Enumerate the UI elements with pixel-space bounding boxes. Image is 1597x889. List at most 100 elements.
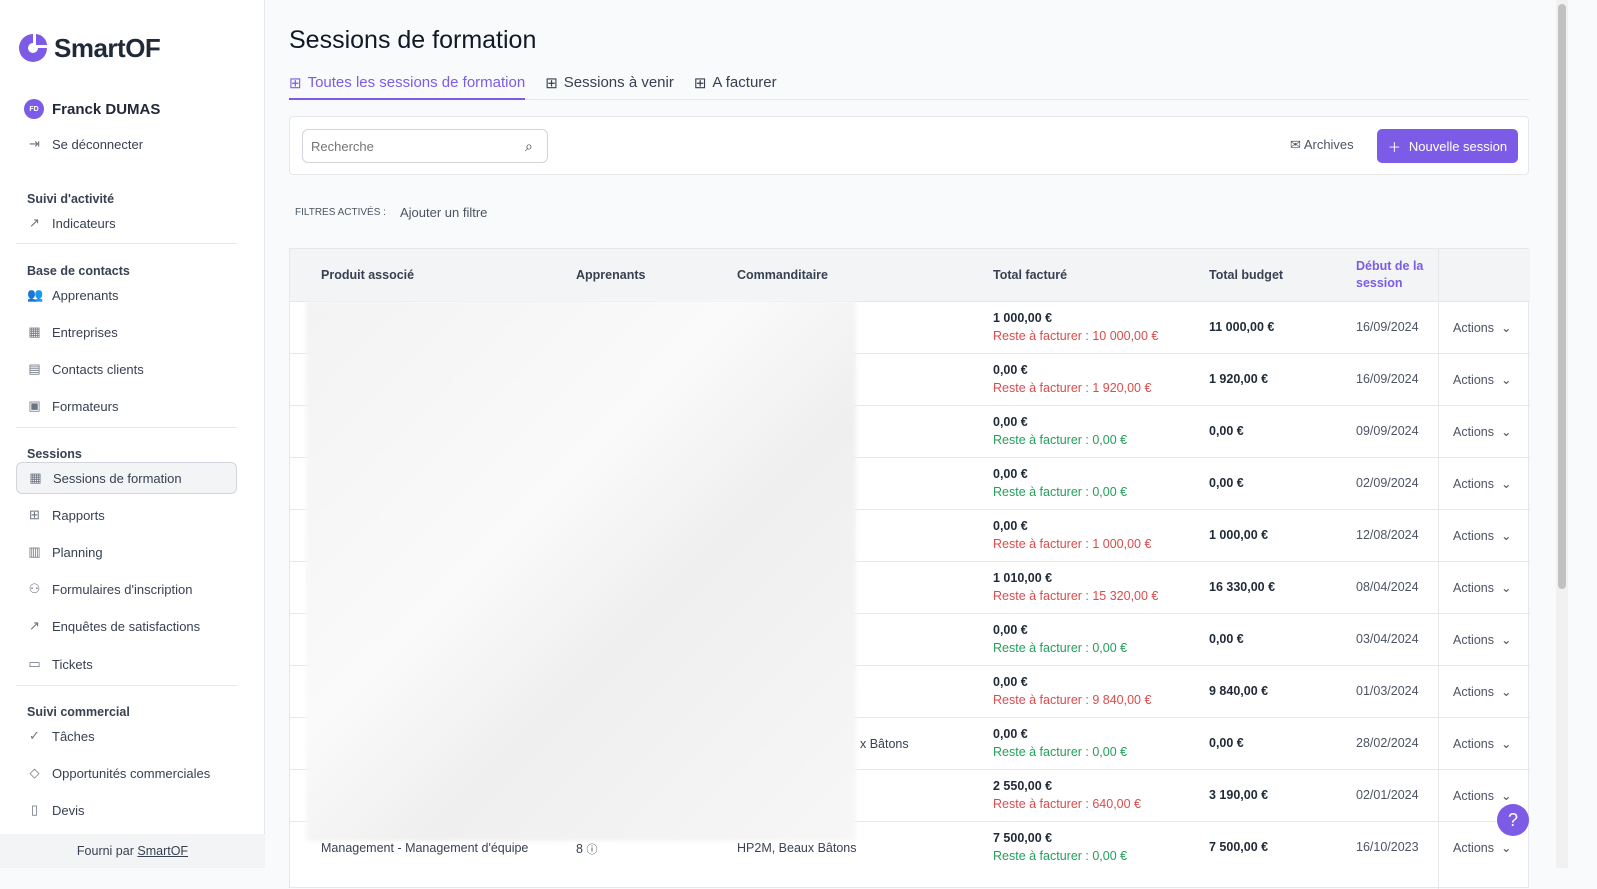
info-icon[interactable]: ⓘ (586, 844, 598, 856)
sidebar-item-opportunites-commerciales[interactable]: ◇ Opportunités commerciales (16, 757, 237, 789)
tab-all-sessions[interactable]: ⊞ Toutes les sessions de formation (289, 74, 526, 100)
table-row[interactable]: 2 550,00 € Reste à facturer : 640,00 € 3… (290, 769, 1530, 821)
sidebar-item-label: Tâches (52, 728, 95, 744)
sidebar-item-label: Devis (52, 802, 85, 818)
actions-dropdown[interactable]: Actions ⌄ (1453, 840, 1511, 855)
billed-amount: 0,00 € (993, 675, 1028, 689)
actions-dropdown[interactable]: Actions ⌄ (1453, 788, 1511, 803)
sidebar-item-sessions-de-formation[interactable]: ▦ Sessions de formation (16, 462, 237, 494)
logout-icon: ⇥ (29, 136, 40, 151)
new-session-button[interactable]: ＋ Nouvelle session (1377, 129, 1518, 163)
table-header: Produit associé Apprenants Commanditaire… (290, 249, 1530, 301)
search-input[interactable] (302, 129, 548, 163)
billed-amount: 0,00 € (993, 727, 1028, 741)
sidebar: SmartOF FD Franck DUMAS ⇥ Se déconnecter … (0, 0, 265, 868)
col-sponsor[interactable]: Commanditaire (737, 268, 828, 282)
remaining-amount: Reste à facturer : 15 320,00 € (993, 589, 1159, 603)
user-add-icon: ⚇ (28, 581, 41, 596)
user-name: Franck DUMAS (52, 100, 161, 118)
actions-dropdown[interactable]: Actions ⌄ (1453, 684, 1511, 699)
sidebar-item-tickets[interactable]: ▭ Tickets (16, 648, 237, 680)
sidebar-item-apprenants[interactable]: 👥 Apprenants (16, 279, 237, 311)
sponsor-cell: x Bâtons (860, 737, 909, 751)
sessions-table: Produit associé Apprenants Commanditaire… (289, 248, 1530, 889)
table-row[interactable]: 0,00 € Reste à facturer : 0,00 € 0,00 € … (290, 613, 1530, 665)
remaining-amount: Reste à facturer : 1 000,00 € (993, 537, 1152, 551)
footer-link[interactable]: SmartOF (137, 844, 189, 858)
budget-cell: 1 000,00 € (1209, 528, 1269, 542)
add-filter-button[interactable]: Ajouter un filtre (399, 205, 488, 220)
sidebar-item-rapports[interactable]: ⊞ Rapports (16, 499, 237, 531)
actions-dropdown[interactable]: Actions ⌄ (1453, 320, 1511, 335)
table-row[interactable]: 1 010,00 € Reste à facturer : 15 320,00 … (290, 561, 1530, 613)
sidebar-item-enquetes-de-satisfactions[interactable]: ↗ Enquêtes de satisfactions (16, 610, 237, 642)
archives-button[interactable]: ✉ Archives (1290, 137, 1354, 153)
logo[interactable]: SmartOF (16, 31, 161, 65)
sidebar-item-entreprises[interactable]: ▦ Entreprises (16, 316, 237, 348)
tab-to-invoice[interactable]: ⊞ A facturer (694, 74, 777, 100)
table-icon: ⊞ (693, 75, 707, 92)
actions-label: Actions (1453, 633, 1494, 647)
col-learners[interactable]: Apprenants (576, 268, 646, 282)
sidebar-item-label: Apprenants (52, 287, 119, 303)
sidebar-section-title: Suivi d'activité (27, 192, 115, 206)
tab-label: Sessions à venir (563, 74, 674, 91)
table-row[interactable]: 0,00 € Reste à facturer : 0,00 € 0,00 € … (290, 457, 1530, 509)
table-row[interactable]: 1 000,00 € Reste à facturer : 10 000,00 … (290, 301, 1530, 353)
document-icon: ▯ (30, 802, 39, 817)
remaining-amount: Reste à facturer : 0,00 € (993, 745, 1128, 759)
page-title: Sessions de formation (289, 26, 537, 54)
billed-amount: 0,00 € (993, 467, 1028, 481)
scrollbar-thumb[interactable] (1558, 4, 1566, 589)
budget-cell: 7 500,00 € (1209, 840, 1269, 854)
col-budget[interactable]: Total budget (1209, 268, 1284, 282)
actions-dropdown[interactable]: Actions ⌄ (1453, 736, 1511, 751)
table-row[interactable]: 0,00 € Reste à facturer : 9 840,00 € 9 8… (290, 665, 1530, 717)
scrollbar[interactable] (1556, 0, 1568, 868)
filters-label: FILTRES ACTIVÉS : (295, 207, 386, 218)
actions-label: Actions (1453, 685, 1494, 699)
budget-cell: 3 190,00 € (1209, 788, 1269, 802)
user-profile[interactable]: FD Franck DUMAS (24, 99, 160, 119)
billed-amount: 0,00 € (993, 363, 1028, 377)
sidebar-item-formulaires-dinscription[interactable]: ⚇ Formulaires d'inscription (16, 573, 237, 605)
billed-amount: 7 500,00 € (993, 831, 1053, 845)
billed-amount: 0,00 € (993, 415, 1028, 429)
table-row[interactable]: x Bâtons 0,00 € Reste à facturer : 0,00 … (290, 717, 1530, 769)
billed-amount: 1 010,00 € (993, 571, 1053, 585)
sidebar-item-taches[interactable]: ✓ Tâches (16, 720, 237, 752)
col-start-date[interactable]: Début de la session (1356, 259, 1424, 290)
table-row[interactable]: 0,00 € Reste à facturer : 0,00 € 0,00 € … (290, 405, 1530, 457)
remaining-amount: Reste à facturer : 9 840,00 € (993, 693, 1152, 707)
chevron-down-icon: ⌄ (1500, 737, 1512, 751)
sidebar-item-label: Opportunités commerciales (52, 765, 211, 781)
actions-dropdown[interactable]: Actions ⌄ (1453, 632, 1511, 647)
sidebar-item-devis[interactable]: ▯ Devis (16, 794, 237, 826)
table-row[interactable]: 0,00 € Reste à facturer : 1 920,00 € 1 9… (290, 353, 1530, 405)
sidebar-item-indicateurs[interactable]: ↗ Indicateurs (16, 207, 237, 239)
product-cell[interactable]: Management - Management d'équipe (321, 841, 529, 855)
budget-cell: 9 840,00 € (1209, 684, 1269, 698)
table-row[interactable]: 0,00 € Reste à facturer : 1 000,00 € 1 0… (290, 509, 1530, 561)
table-row[interactable]: Management - Management d'équipe 8 ⓘ HP2… (290, 821, 1530, 873)
col-product[interactable]: Produit associé (321, 268, 415, 282)
sidebar-item-planning[interactable]: ▥ Planning (16, 536, 237, 568)
actions-dropdown[interactable]: Actions ⌄ (1453, 528, 1511, 543)
sidebar-item-formateurs[interactable]: ▣ Formateurs (16, 390, 237, 422)
actions-dropdown[interactable]: Actions ⌄ (1453, 476, 1511, 491)
sidebar-item-label: Contacts clients (52, 361, 144, 377)
tab-label: A facturer (712, 74, 777, 91)
billed-amount: 1 000,00 € (993, 311, 1053, 325)
toolbar: ⌕ ✉ Archives ＋ Nouvelle session (289, 116, 1529, 175)
actions-dropdown[interactable]: Actions ⌄ (1453, 372, 1511, 387)
actions-dropdown[interactable]: Actions ⌄ (1453, 424, 1511, 439)
logout-link[interactable]: ⇥ Se déconnecter (16, 128, 237, 160)
sidebar-item-contacts-clients[interactable]: ▤ Contacts clients (16, 353, 237, 385)
help-button[interactable]: ? (1497, 804, 1529, 836)
actions-dropdown[interactable]: Actions ⌄ (1453, 580, 1511, 595)
tab-upcoming-sessions[interactable]: ⊞ Sessions à venir (545, 74, 674, 100)
search-icon[interactable]: ⌕ (525, 138, 533, 154)
smartof-logo-icon (19, 34, 47, 62)
sidebar-item-label: Formateurs (52, 398, 119, 414)
col-billed[interactable]: Total facturé (993, 268, 1068, 282)
